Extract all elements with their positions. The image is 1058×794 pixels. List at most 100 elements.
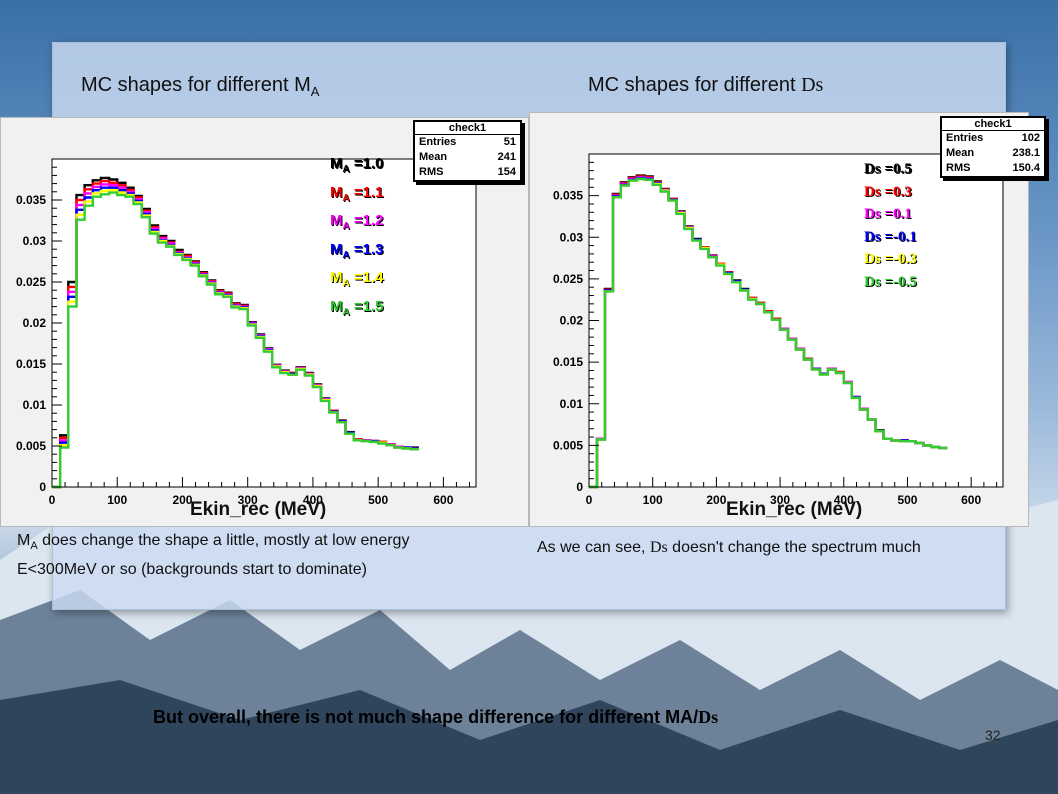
ma-legend-label-5: M xyxy=(330,297,343,315)
left-caption-sub: A xyxy=(30,540,38,553)
ds-y-tick-label: 0.02 xyxy=(560,314,584,328)
ma-stats-entries-value: 51 xyxy=(503,136,516,148)
conclusion-text: But overall, there is not much shape dif… xyxy=(153,707,718,728)
ds-legend-label-5: Ds xyxy=(864,273,881,290)
ds-x-tick-label: 300 xyxy=(770,493,790,507)
ma-x-tick-label: 100 xyxy=(107,493,127,507)
ma-legend-sub-3: A xyxy=(342,249,350,261)
ds-stats-rms-value: 150.4 xyxy=(1012,162,1040,174)
ma-legend-sub-5: A xyxy=(342,306,350,318)
ma-legend-sub-1: A xyxy=(342,192,350,204)
ma-stats-entries-label: Entries xyxy=(419,136,457,148)
ma-legend-value-4: =1.4 xyxy=(349,269,384,286)
ds-x-tick-label: 100 xyxy=(643,493,663,507)
left-heading-sub: A xyxy=(310,84,320,99)
ma-legend-entry-1: MA =1.1 xyxy=(330,182,384,211)
ma-y-tick-label: 0.03 xyxy=(23,234,47,248)
ma-y-tick-label: 0.005 xyxy=(16,439,46,453)
ma-y-tick-label: 0 xyxy=(39,480,46,494)
ds-legend-value-1: =0.3 xyxy=(880,183,912,200)
ds-y-tick-label: 0.015 xyxy=(553,355,583,369)
ma-legend-value-3: =1.3 xyxy=(349,240,384,258)
ma-y-tick-label: 0.015 xyxy=(16,357,46,371)
right-heading: MC shapes for different Ds xyxy=(588,74,823,97)
ds-legend-entry-0: Ds =0.5 xyxy=(864,158,917,181)
ds-y-tick-label: 0.025 xyxy=(553,272,583,286)
left-caption-text: does change the shape a little, mostly a… xyxy=(17,532,410,579)
ds-legend-label-2: Ds xyxy=(864,206,881,222)
ds-stats-entries-value: 102 xyxy=(1021,132,1040,144)
ds-stats-rms-label: RMS xyxy=(946,162,971,174)
ma-x-tick-label: 200 xyxy=(172,493,192,507)
ds-y-tick-label: 0.01 xyxy=(560,397,584,411)
ds-y-tick-label: 0.035 xyxy=(553,189,583,203)
page-number: 32 xyxy=(985,727,1001,743)
ma-legend-value-2: =1.2 xyxy=(349,212,384,229)
ds-stats-entries-label: Entries xyxy=(946,132,984,144)
ma-x-tick-label: 500 xyxy=(368,493,388,507)
left-heading: MC shapes for different MA xyxy=(81,74,319,99)
right-caption-pre: As we can see, xyxy=(537,539,650,556)
ma-legend-label-0: M xyxy=(330,155,343,172)
ma-legend-sub-4: A xyxy=(342,278,350,289)
ds-legend-entry-3: Ds =-0.1 xyxy=(864,226,917,249)
ds-x-tick-label: 400 xyxy=(834,493,854,507)
ds-legend-entry-2: Ds =0.1 xyxy=(864,203,917,226)
ma-stats-rms-label: RMS xyxy=(419,166,444,178)
ds-histogram-svg: 0 100 200 300 400 500 600 0 0.005 0.01 0.015 0.02 0.… xyxy=(553,153,1004,507)
right-caption-ds: Ds xyxy=(649,539,668,556)
ma-legend-label-2: M xyxy=(330,212,343,229)
ds-legend-entry-5: Ds =-0.5 xyxy=(864,271,917,294)
left-caption-m: M xyxy=(17,532,31,549)
conclusion-main: But overall, there is not much shape dif… xyxy=(153,707,699,727)
ma-series-line-5 xyxy=(52,191,419,489)
ma-y-tick-label: 0.035 xyxy=(16,193,46,207)
ma-legend-entry-3: MA =1.3 xyxy=(330,239,384,268)
right-heading-text: MC shapes for different xyxy=(588,74,802,96)
ds-legend: Ds =0.5 Ds =0.3 Ds =0.1 Ds =-0.1 Ds =-0.3 Ds … xyxy=(864,158,917,293)
ma-legend-entry-0: MA =1.0 xyxy=(330,153,384,182)
ds-x-tick-label: 0 xyxy=(586,493,593,507)
ds-plot-frame xyxy=(588,153,1004,488)
ma-legend-sub-0: A xyxy=(342,164,350,175)
ma-x-axis-title: Ekin_rec (MeV) xyxy=(190,499,327,520)
ma-stats-box: check1 Entries 51 Mean 241 RMS 154 xyxy=(413,120,522,182)
ma-plot-frame xyxy=(51,158,477,488)
right-heading-ds: Ds xyxy=(801,74,824,96)
ma-histogram-plot: 0 100 200 300 400 500 600 0 0.005 0.01 0.015 0.02 0.… xyxy=(0,117,529,527)
ma-x-tick-label: 600 xyxy=(433,493,453,507)
ma-histogram-svg: 0 100 200 300 400 500 600 0 0.005 0.01 0.015 0.02 0.… xyxy=(16,158,477,507)
ds-legend-label-1: Ds xyxy=(864,183,881,200)
ds-x-tick-label: 600 xyxy=(961,493,981,507)
ds-legend-value-3: =-0.1 xyxy=(880,228,917,245)
ma-legend-entry-4: MA =1.4 xyxy=(330,267,384,296)
ma-stats-mean-value: 241 xyxy=(497,151,516,163)
left-caption: MA does change the shape a little, mostl… xyxy=(17,529,487,581)
ma-legend-sub-2: A xyxy=(342,221,350,232)
ma-x-tick-label: 0 xyxy=(49,493,56,507)
ma-y-tick-label: 0.025 xyxy=(16,275,46,289)
ma-legend-entry-2: MA =1.2 xyxy=(330,210,384,239)
ds-histogram-plot: 0 100 200 300 400 500 600 0 0.005 0.01 0.015 0.02 0.… xyxy=(529,112,1046,527)
ds-stats-mean-value: 238.1 xyxy=(1012,147,1040,159)
ma-legend-label-4: M xyxy=(330,269,343,286)
ds-stats-title: check1 xyxy=(942,118,1044,131)
right-caption-text: doesn't change the spectrum much xyxy=(667,539,921,556)
ma-legend-value-0: =1.0 xyxy=(349,155,384,172)
ma-x-tick-label: 400 xyxy=(303,493,323,507)
ma-stats-mean-label: Mean xyxy=(419,151,448,163)
ma-y-tick-label: 0.01 xyxy=(23,398,47,412)
ds-legend-label-0: Ds xyxy=(864,161,881,177)
ds-y-tick-label: 0.005 xyxy=(553,438,583,452)
ds-series-line-5 xyxy=(589,177,948,489)
ds-legend-value-2: =0.1 xyxy=(880,206,912,222)
ma-legend-label-3: M xyxy=(330,240,343,258)
right-caption: As we can see, Ds doesn't change the spe… xyxy=(537,536,1002,559)
ds-legend-entry-4: Ds =-0.3 xyxy=(864,248,917,271)
ma-stats-title: check1 xyxy=(415,122,520,135)
ds-legend-value-5: =-0.5 xyxy=(880,273,917,290)
ds-y-tick-label: 0 xyxy=(576,480,583,494)
conclusion-ds: Ds xyxy=(698,707,719,727)
ma-y-tick-label: 0.02 xyxy=(23,316,47,330)
ds-legend-entry-1: Ds =0.3 xyxy=(864,181,917,204)
